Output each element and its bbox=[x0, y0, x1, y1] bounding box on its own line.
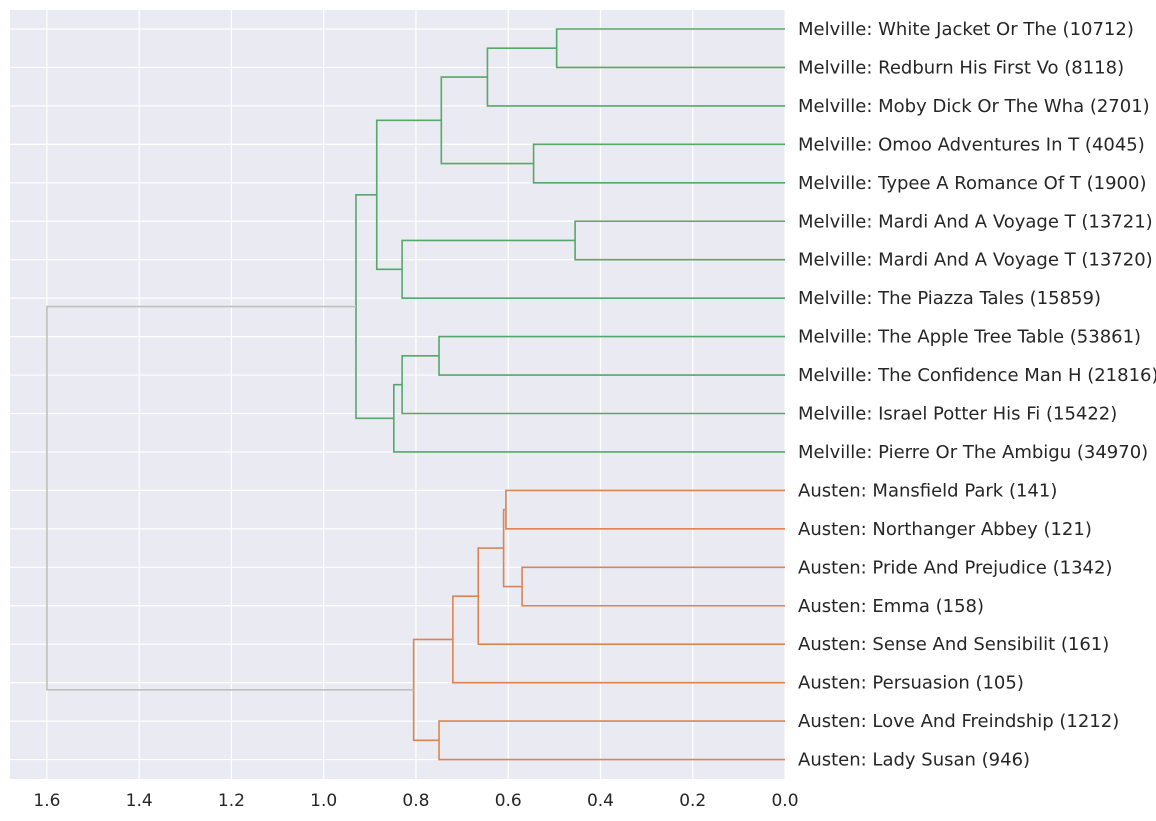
dendrogram-links bbox=[46, 28, 785, 761]
leaf-label: Melville: The Apple Tree Table (53861) bbox=[798, 327, 1141, 348]
leaf-label: Melville: The Confidence Man H (21816) bbox=[798, 365, 1156, 386]
leaf-label: Austen: Sense And Sensibilit (161) bbox=[798, 634, 1109, 655]
x-axis-ticks: 1.6 1.4 1.2 1.0 0.8 0.6 0.4 0.2 0.0 bbox=[33, 791, 798, 811]
leaf-label: Austen: Northanger Abbey (121) bbox=[798, 519, 1092, 540]
x-tick-label: 0.8 bbox=[402, 791, 429, 811]
dendrogram-link bbox=[521, 566, 785, 607]
leaf-label: Melville: Typee A Romance Of T (1900) bbox=[798, 173, 1146, 194]
leaf-label: Melville: Omoo Adventures In T (4045) bbox=[798, 134, 1145, 155]
x-tick-label: 0.0 bbox=[771, 791, 798, 811]
dendrogram-link bbox=[438, 335, 785, 376]
dendrogram-link bbox=[412, 638, 453, 742]
dendrogram-link bbox=[438, 720, 785, 761]
dendrogram-link bbox=[555, 28, 785, 69]
leaf-label: Melville: Redburn His First Vo (8118) bbox=[798, 57, 1124, 78]
leaf-label: Melville: Moby Dick Or The Wha (2701) bbox=[798, 96, 1150, 117]
leaf-label: Austen: Mansfield Park (141) bbox=[798, 480, 1057, 501]
leaf-label: Melville: White Jacket Or The (10712) bbox=[798, 19, 1134, 40]
leaf-label: Austen: Lady Susan (946) bbox=[798, 750, 1030, 771]
x-tick-label: 0.6 bbox=[495, 791, 522, 811]
leaf-label: Austen: Love And Freindship (1212) bbox=[798, 711, 1119, 732]
x-tick-label: 1.0 bbox=[310, 791, 337, 811]
dendrogram-link bbox=[393, 383, 785, 453]
dendrogram-link bbox=[505, 489, 785, 530]
dendrogram-link bbox=[46, 305, 414, 691]
leaf-label: Austen: Emma (158) bbox=[798, 596, 984, 617]
x-tick-label: 1.2 bbox=[218, 791, 245, 811]
x-tick-label: 1.6 bbox=[33, 791, 60, 811]
leaf-label: Melville: The Piazza Tales (15859) bbox=[798, 288, 1101, 309]
x-tick-label: 1.4 bbox=[126, 791, 153, 811]
x-tick-label: 0.2 bbox=[679, 791, 706, 811]
x-tick-label: 0.4 bbox=[587, 791, 614, 811]
leaf-label: Austen: Pride And Prejudice (1342) bbox=[798, 557, 1112, 578]
leaf-label: Austen: Persuasion (105) bbox=[798, 673, 1024, 694]
leaf-labels: Melville: White Jacket Or The (10712) Mel… bbox=[798, 19, 1156, 771]
leaf-label: Melville: Israel Potter His Fi (15422) bbox=[798, 404, 1117, 425]
leaf-label: Melville: Mardi And A Voyage T (13721) bbox=[798, 211, 1153, 232]
leaf-label: Melville: Mardi And A Voyage T (13720) bbox=[798, 250, 1153, 271]
leaf-label: Melville: Pierre Or The Ambigu (34970) bbox=[798, 442, 1148, 463]
plot-background bbox=[10, 10, 785, 779]
